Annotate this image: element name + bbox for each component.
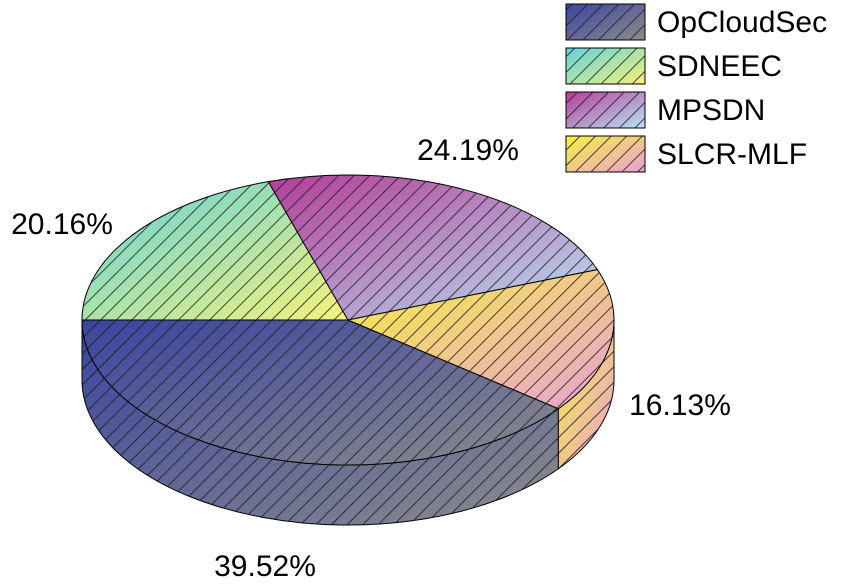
data-label: 20.16% <box>11 208 113 241</box>
data-label: 24.19% <box>417 134 519 167</box>
legend-label: SDNEEC <box>657 50 782 83</box>
hatch <box>566 136 645 172</box>
hatch <box>566 4 645 40</box>
hatch <box>566 92 645 128</box>
legend-label: OpCloudSec <box>657 6 827 39</box>
legend-label: MPSDN <box>657 94 765 127</box>
hatch <box>82 181 348 320</box>
hatch <box>348 269 614 409</box>
hatch <box>566 48 645 84</box>
legend-label: SLCR-MLF <box>657 138 807 171</box>
hatch <box>82 320 559 525</box>
hatch <box>268 175 598 320</box>
hatch <box>558 320 614 469</box>
data-label: 16.13% <box>629 389 731 422</box>
data-label: 39.52% <box>214 550 316 583</box>
hatch <box>82 320 559 466</box>
